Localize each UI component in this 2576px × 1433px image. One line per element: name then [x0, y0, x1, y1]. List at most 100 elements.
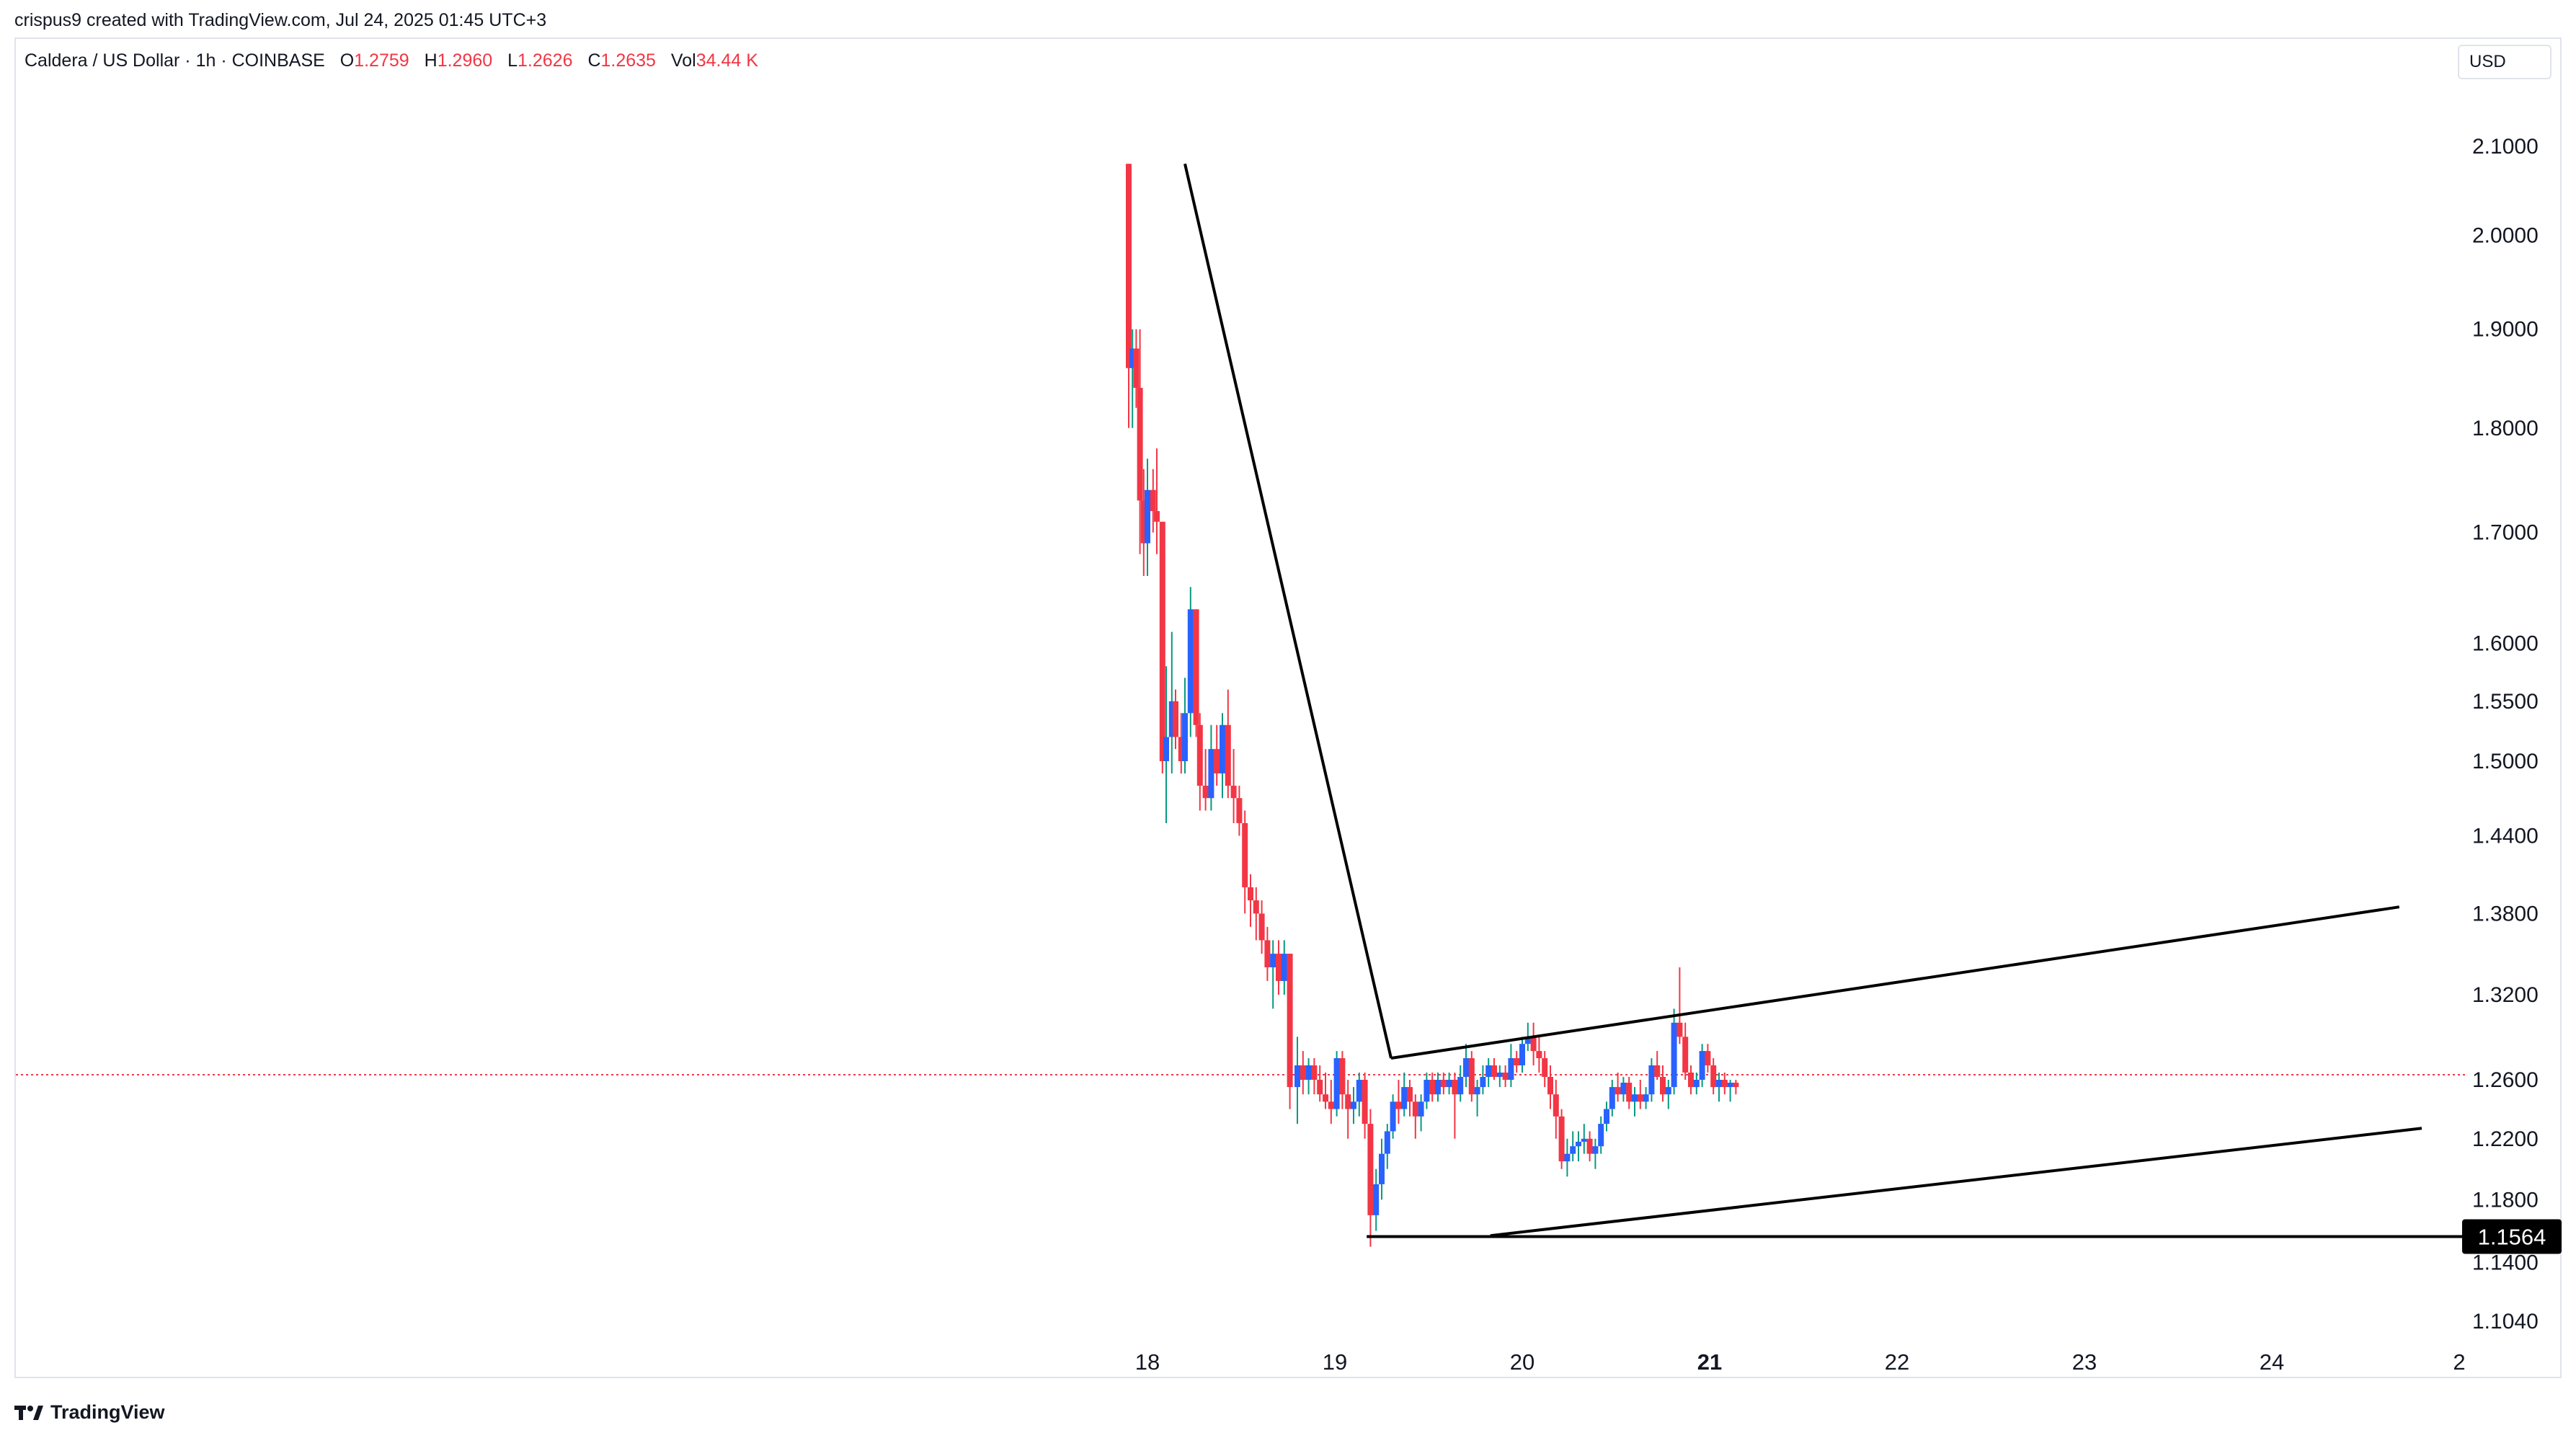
candle-body [1536, 1051, 1542, 1058]
tradingview-branding[interactable]: TradingView [14, 1401, 165, 1424]
candle-body [1676, 1022, 1683, 1037]
low-label: L [507, 50, 518, 71]
y-tick-label: 1.1800 [2472, 1188, 2539, 1212]
candle-body [1281, 954, 1287, 981]
candle-body [1328, 1101, 1334, 1109]
currency-label: USD [2469, 52, 2506, 71]
candle-body [1632, 1094, 1638, 1102]
candle-body [1163, 737, 1169, 761]
x-tick-label: 20 [1510, 1349, 1535, 1375]
low-value: 1.2626 [518, 50, 573, 71]
candle-body [1519, 1044, 1525, 1065]
volume-label: Vol [670, 50, 696, 71]
candle-body [1287, 954, 1293, 1088]
x-tick-label: 2 [2453, 1349, 2465, 1375]
x-tick-label: 18 [1135, 1349, 1160, 1375]
candle-body [1159, 521, 1165, 761]
candle-body [1654, 1065, 1661, 1077]
candle-body [1323, 1094, 1328, 1102]
candle-body [1373, 1184, 1380, 1215]
candle-body [1699, 1051, 1705, 1080]
y-tick-label: 1.6000 [2472, 631, 2539, 655]
candle-body [1129, 348, 1136, 368]
candle-body [1126, 164, 1132, 368]
candle-body [1412, 1101, 1418, 1117]
candle-body [1339, 1057, 1346, 1095]
candle-body [1424, 1080, 1430, 1102]
currency-selector[interactable]: USD [2458, 45, 2551, 79]
candle-body [1145, 489, 1150, 544]
candle-body [1665, 1087, 1671, 1095]
candle-body [1558, 1116, 1565, 1162]
candle-body [1356, 1080, 1362, 1102]
candle-body [1248, 887, 1253, 901]
candle-body [1429, 1080, 1436, 1095]
candle-body [1648, 1065, 1655, 1095]
falling-trendline [1183, 163, 1393, 1059]
candle-body [1576, 1141, 1581, 1147]
candle-body [1178, 737, 1184, 761]
candle-body [1401, 1087, 1408, 1109]
candle-body [1620, 1083, 1627, 1095]
branding-label: TradingView [50, 1401, 165, 1423]
candle-body [1182, 713, 1188, 761]
candle-body [1214, 749, 1220, 773]
candle-body [1173, 701, 1178, 737]
tradingview-logo-icon [14, 1405, 43, 1420]
candle-body [1300, 1065, 1306, 1080]
y-tick-label: 1.2200 [2472, 1127, 2539, 1151]
candle-body [1496, 1072, 1503, 1077]
candle-body [1671, 1022, 1677, 1088]
candle-body [1333, 1057, 1340, 1109]
candle-body [1440, 1080, 1447, 1088]
candle-body [1264, 940, 1271, 967]
candle-body [1202, 786, 1209, 799]
candle-body [1457, 1076, 1464, 1095]
candle-body [1452, 1080, 1458, 1095]
candle-body [1733, 1083, 1739, 1088]
candle-body [1463, 1057, 1469, 1077]
candle-body [1524, 1037, 1531, 1044]
close-value: 1.2635 [600, 50, 656, 71]
candle-body [1395, 1101, 1402, 1109]
candle-body [1220, 724, 1225, 773]
candle-body [1418, 1101, 1424, 1117]
candle-body [1727, 1083, 1733, 1088]
candle-body [1294, 1065, 1300, 1088]
symbol-name[interactable]: Caldera / US Dollar · 1h · COINBASE [25, 50, 325, 71]
candle-body [1514, 1057, 1520, 1065]
candle-body [1570, 1146, 1576, 1154]
channel-upper [1390, 905, 2400, 1060]
candle-body [1133, 348, 1140, 389]
x-tick-label: 24 [2260, 1349, 2284, 1375]
candle-body [1137, 388, 1143, 501]
x-tick-label: 22 [1885, 1349, 1909, 1375]
close-label: C [587, 50, 601, 71]
y-tick-label: 1.3200 [2472, 983, 2539, 1007]
candle-body [1270, 954, 1276, 967]
candle-body [1140, 500, 1147, 544]
chart-caption: crispus9 created with TradingView.com, J… [14, 10, 547, 30]
y-tick-label: 1.1040 [2472, 1310, 2539, 1334]
candle-body [1242, 822, 1248, 887]
y-tick-label: 2.1000 [2472, 135, 2539, 159]
candle-body [1362, 1080, 1368, 1124]
candle-body [1345, 1094, 1351, 1109]
volume-value: 34.44 K [696, 50, 758, 71]
y-tick-label: 1.5000 [2472, 750, 2539, 773]
candle-body [1491, 1065, 1497, 1077]
candle-body [1609, 1087, 1615, 1109]
candle-body [1586, 1138, 1593, 1154]
chart-frame [14, 37, 2562, 1378]
y-tick-label: 2.0000 [2472, 224, 2539, 248]
y-tick-label: 1.7000 [2472, 521, 2539, 545]
support-price-label: 1.1564 [2478, 1225, 2546, 1250]
symbol-legend: Caldera / US Dollar · 1h · COINBASE O1.2… [25, 50, 768, 71]
open-value: 1.2759 [354, 50, 409, 71]
candle-body [1168, 701, 1175, 737]
candle-body [1468, 1057, 1475, 1095]
candle-body [1547, 1076, 1553, 1095]
candle-body [1317, 1080, 1323, 1095]
candle-body [1150, 489, 1156, 512]
